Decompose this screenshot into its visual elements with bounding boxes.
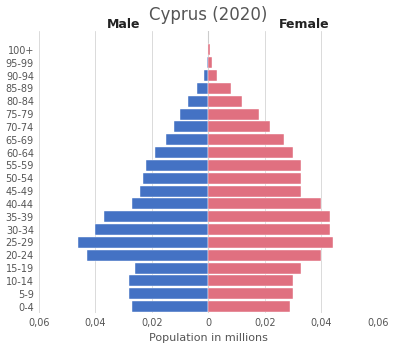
Bar — [129, 288, 208, 299]
Bar — [129, 275, 208, 287]
Bar — [208, 134, 284, 145]
Bar — [208, 186, 301, 196]
Bar — [208, 263, 301, 274]
Bar — [208, 288, 293, 299]
Bar — [132, 199, 208, 209]
Bar — [188, 96, 208, 107]
Bar — [208, 224, 330, 235]
Bar — [197, 83, 208, 94]
Bar — [208, 275, 293, 287]
Bar — [141, 186, 208, 196]
Bar — [154, 147, 208, 158]
Bar — [180, 109, 208, 120]
Bar — [208, 96, 242, 107]
Bar — [208, 44, 210, 55]
Bar — [208, 160, 301, 171]
Text: Male: Male — [107, 18, 140, 31]
Bar — [208, 83, 231, 94]
Bar — [87, 250, 208, 261]
Bar — [132, 301, 208, 312]
Bar — [208, 147, 293, 158]
Bar — [207, 57, 208, 68]
Bar — [208, 173, 301, 184]
Bar — [208, 211, 330, 222]
Bar — [208, 237, 333, 248]
Bar — [95, 224, 208, 235]
Bar — [208, 109, 259, 120]
Bar — [208, 301, 290, 312]
X-axis label: Population in millions: Population in millions — [149, 333, 268, 343]
Bar — [208, 250, 321, 261]
Bar — [166, 134, 208, 145]
Bar — [78, 237, 208, 248]
Bar — [135, 263, 208, 274]
Bar — [208, 57, 212, 68]
Bar — [208, 199, 321, 209]
Text: Female: Female — [279, 18, 329, 31]
Bar — [208, 121, 270, 132]
Bar — [146, 160, 208, 171]
Bar — [143, 173, 208, 184]
Bar — [208, 70, 217, 81]
Bar — [175, 121, 208, 132]
Bar — [204, 70, 208, 81]
Title: Cyprus (2020): Cyprus (2020) — [149, 6, 268, 23]
Bar — [104, 211, 208, 222]
